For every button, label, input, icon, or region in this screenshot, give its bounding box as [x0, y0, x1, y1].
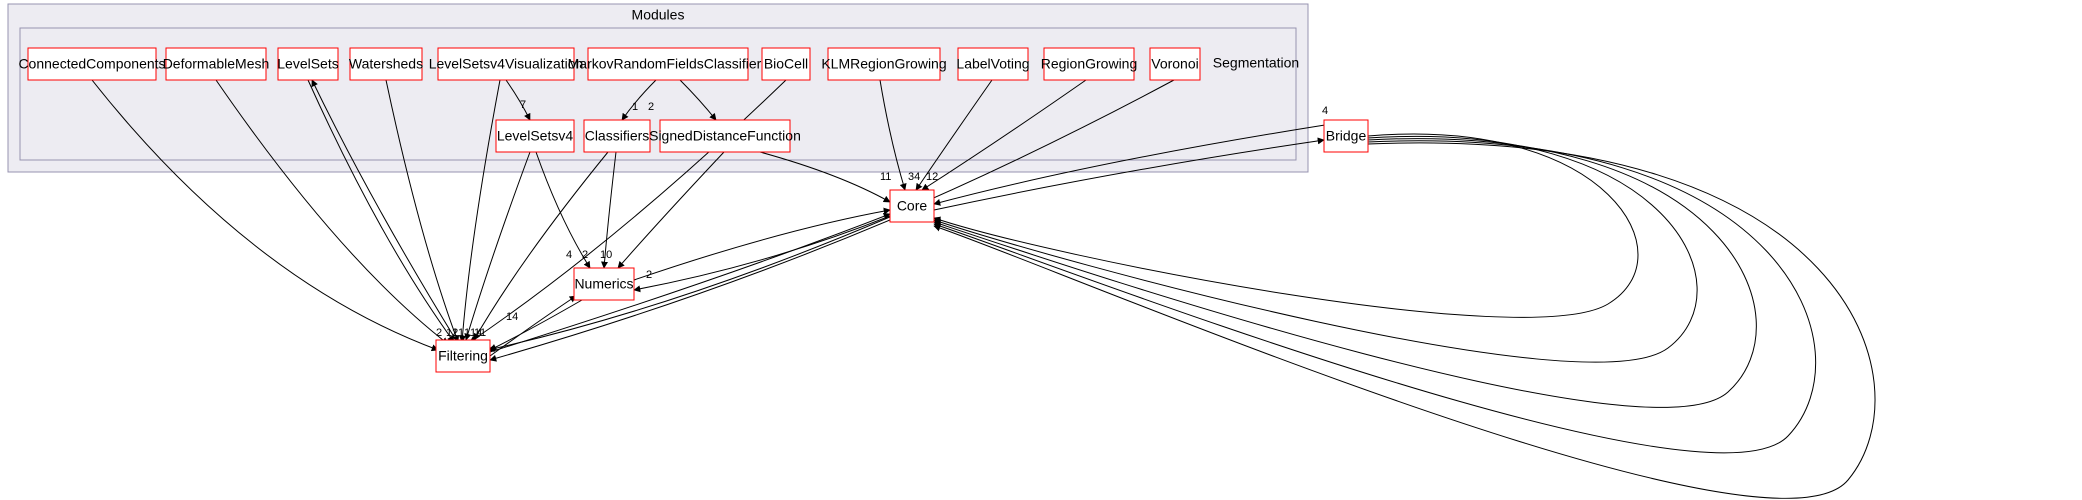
edge-label-classifiers-numerics: 2 — [582, 249, 588, 261]
node-connected[interactable]: ConnectedComponents — [18, 48, 165, 80]
edge-core-filtering — [490, 220, 890, 360]
node-levelsets[interactable]: LevelSets — [277, 48, 338, 80]
node-numerics[interactable]: Numerics — [574, 268, 634, 300]
node-deformable[interactable]: DeformableMesh — [163, 48, 270, 80]
node-label-core: Core — [897, 198, 928, 214]
edge-label-labelvoting-core: 34 — [908, 171, 920, 183]
node-watersheds[interactable]: Watersheds — [349, 48, 423, 80]
node-label-watersheds: Watersheds — [349, 56, 423, 72]
node-biocell[interactable]: BioCell — [762, 48, 810, 80]
edge-core-numerics — [634, 216, 890, 290]
node-label-connected: ConnectedComponents — [18, 56, 165, 72]
edge-filtering-core — [490, 214, 890, 352]
edge-label-mrf-classifiers: 1 — [632, 101, 638, 113]
edge-label-lsviz-lsv4: 7 — [520, 99, 526, 111]
edge-label-lsv4-numerics: 4 — [566, 249, 572, 261]
node-voronoi[interactable]: Voronoi — [1150, 48, 1200, 80]
node-label-filtering: Filtering — [438, 348, 488, 364]
edge-bridge-core — [934, 141, 1816, 453]
dependency-graph: ModulesSegmentation212117112141134121412… — [0, 0, 2082, 500]
node-klm[interactable]: KLMRegionGrowing — [821, 48, 946, 80]
node-label-classifiers: Classifiers — [585, 128, 650, 144]
node-label-bridge: Bridge — [1326, 128, 1367, 144]
edge-lsv4-filtering — [466, 152, 530, 340]
edge-label-sdf-numerics: 10 — [600, 249, 612, 261]
edge-label-numerics-core: 2 — [646, 269, 652, 281]
modules-label: Modules — [632, 7, 685, 23]
node-sdf[interactable]: SignedDistanceFunction — [649, 120, 801, 152]
node-regiongrow[interactable]: RegionGrowing — [1041, 48, 1138, 80]
node-labelvoting[interactable]: LabelVoting — [956, 48, 1029, 80]
node-lsviz[interactable]: LevelSetsv4Visualization — [429, 48, 584, 80]
segmentation-label: Segmentation — [1213, 55, 1299, 71]
node-label-mrf: MarkovRandomFieldsClassifiers — [568, 56, 769, 72]
node-label-sdf: SignedDistanceFunction — [649, 128, 801, 144]
edge-numerics-core — [634, 210, 890, 280]
node-label-deformable: DeformableMesh — [163, 56, 270, 72]
edge-numerics-filtering — [490, 300, 582, 350]
node-label-labelvoting: LabelVoting — [956, 56, 1029, 72]
edge-label-numerics-filtering: 14 — [506, 311, 518, 323]
node-label-lsv4: LevelSetsv4 — [497, 128, 573, 144]
node-classifiers[interactable]: Classifiers — [584, 120, 650, 152]
node-label-numerics: Numerics — [574, 276, 633, 292]
node-label-levelsets: LevelSets — [277, 56, 338, 72]
node-label-klm: KLMRegionGrowing — [821, 56, 946, 72]
node-core[interactable]: Core — [890, 190, 934, 222]
node-lsv4[interactable]: LevelSetsv4 — [496, 120, 574, 152]
edge-label-lsv4-filtering: 1 — [474, 327, 480, 339]
node-bridge[interactable]: Bridge — [1324, 120, 1368, 152]
edge-label-bridge-core: 4 — [1322, 105, 1328, 117]
edge-bridge-core — [934, 143, 1875, 498]
node-mrf[interactable]: MarkovRandomFieldsClassifiers — [568, 48, 769, 80]
edge-label-regiongrow-core: 12 — [926, 171, 938, 183]
node-filtering[interactable]: Filtering — [436, 340, 490, 372]
node-label-biocell: BioCell — [764, 56, 808, 72]
edge-label-mrf-sdf: 2 — [648, 101, 654, 113]
edge-label-klm-core: 11 — [880, 171, 891, 183]
node-label-voronoi: Voronoi — [1151, 56, 1198, 72]
edge-classifiers-filtering — [474, 152, 608, 340]
node-label-lsviz: LevelSetsv4Visualization — [429, 56, 584, 72]
node-label-regiongrow: RegionGrowing — [1041, 56, 1138, 72]
